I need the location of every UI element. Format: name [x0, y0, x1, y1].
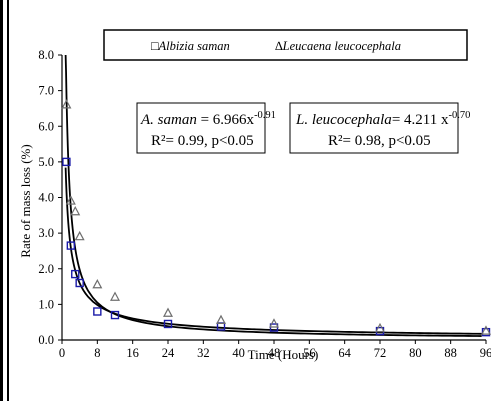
marker-albizia [75, 278, 84, 288]
fit-curve-albizia [64, 54, 482, 337]
y-tick-label: 7.0 [38, 84, 54, 98]
equation-leucaena-stats: R²= 0.98, p<0.05 [328, 133, 431, 149]
x-tick-label: 96 [480, 346, 491, 360]
fit-curve-leucaena [64, 167, 482, 335]
marker-albizia [163, 319, 173, 329]
y-tick-label: 2.0 [38, 262, 54, 276]
marker-albizia [66, 241, 76, 250]
x-tick-label: 88 [444, 346, 457, 360]
y-tick-label: 0.0 [38, 333, 54, 347]
legend: □Albizia saman ∆Leucaena leucocephala [103, 29, 468, 61]
x-tick-label: 56 [303, 346, 316, 360]
equation-albizia-box [136, 102, 266, 154]
marker-albizia [71, 269, 80, 279]
equation-albizia: A. saman = 6.966x-0.91 R²= 0.99, p<0.05 [136, 102, 276, 154]
x-tick-label: 24 [162, 346, 175, 360]
equation-leucaena-prefix: L. leucocephala [295, 112, 392, 128]
marker-leucaena [61, 99, 72, 109]
x-tick-label: 40 [232, 346, 245, 360]
marker-leucaena [110, 291, 120, 301]
marker-leucaena [65, 195, 76, 205]
marker-albizia [216, 322, 226, 331]
equation-albizia-prefix: A. saman [140, 112, 197, 128]
y-tick-label: 1.0 [38, 297, 54, 311]
marker-leucaena [481, 325, 491, 335]
marker-albizia [93, 307, 102, 316]
frame-edge [0, 0, 3, 401]
x-tick-label: 32 [197, 346, 210, 360]
data-markers [61, 99, 491, 337]
x-tick-label: 8 [94, 346, 100, 360]
marker-leucaena [70, 205, 81, 216]
x-tick-label: 80 [409, 346, 422, 360]
marker-albizia [62, 157, 71, 167]
marker-leucaena [92, 279, 103, 289]
legend-leucaena: ∆Leucaena leucocephala [275, 39, 401, 53]
fit-curves [64, 54, 482, 337]
x-tick-label: 48 [268, 346, 281, 360]
equation-albizia-stats: R²= 0.99, p<0.05 [151, 133, 254, 149]
legend-albizia: □Albizia saman [151, 39, 230, 53]
equation-albizia-formula: A. saman = 6.966x-0.91 [140, 110, 276, 128]
equation-albizia-exponent: -0.91 [254, 110, 276, 121]
marker-leucaena [163, 307, 173, 317]
y-axis-title: Rate of mass loss (%) [18, 144, 33, 257]
x-tick-label: 16 [126, 346, 139, 360]
equation-leucaena-box [289, 102, 459, 154]
marker-leucaena [74, 230, 85, 241]
x-tick-label: 64 [338, 346, 351, 360]
x-tick-label: 72 [374, 346, 387, 360]
marker-leucaena [375, 322, 385, 333]
x-tick-label: 0 [59, 346, 65, 360]
y-tick-label: 6.0 [38, 119, 54, 133]
frame-edge-inner [7, 0, 9, 401]
marker-albizia [110, 310, 120, 320]
y-tick-label: 8.0 [38, 48, 54, 62]
equation-leucaena-exponent: -0.70 [448, 110, 470, 121]
equation-leucaena-formula: L. leucocephala= 4.211 x-0.70 [295, 110, 470, 128]
y-tick-label: 3.0 [38, 226, 54, 240]
axes: 0.0 1.0 2.0 3.0 4.0 5.0 6.0 7.0 8.0 0 8 16 24 32 40 48 5… [38, 48, 491, 360]
legend-box [103, 29, 468, 61]
y-tick-label: 5.0 [38, 155, 54, 169]
marker-leucaena [269, 318, 279, 328]
equation-leucaena-body: = 4.211 x [392, 112, 449, 128]
equation-albizia-body: = 6.966x [197, 112, 255, 128]
equation-leucaena: L. leucocephala= 4.211 x-0.70 R²= 0.98, … [289, 102, 470, 154]
x-axis-title: Time (Hours) [248, 347, 319, 362]
marker-leucaena [216, 314, 226, 325]
y-tick-label: 4.0 [38, 191, 54, 205]
